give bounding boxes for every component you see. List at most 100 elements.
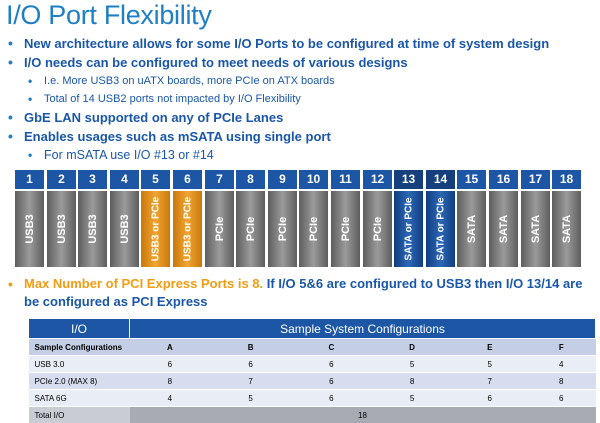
row-label: PCIe 2.0 (MAX 8) (29, 373, 130, 390)
port-label: PCIe (245, 217, 257, 241)
cell: 6 (291, 356, 372, 373)
cell: 6 (527, 390, 595, 407)
port-label: PCIe (277, 217, 289, 241)
table-header-row: I/O Sample System Configurations (29, 319, 596, 339)
bullet-text: GbE LAN supported on any of PCIe Lanes (24, 110, 283, 125)
config-name: D (372, 339, 453, 356)
cell: 4 (527, 356, 595, 373)
port-number: 1 (15, 170, 44, 189)
io-port-5: 5 USB3 or PCIe (141, 170, 170, 267)
port-number: 14 (426, 170, 455, 189)
port-label: PCIe (214, 217, 226, 241)
cell: 5 (372, 356, 453, 373)
row-label: USB 3.0 (29, 356, 130, 373)
port-label: USB3 (56, 214, 68, 243)
port-label: USB3 or PCIe (182, 197, 193, 261)
port-number: 9 (268, 170, 297, 189)
port-label: PCIe (372, 217, 384, 241)
port-label: PCIe (308, 217, 320, 241)
port-number: 5 (141, 170, 170, 189)
table-row-usb3: USB 3.0 6 6 6 5 5 4 (29, 356, 596, 373)
bullet-dot: • (28, 72, 32, 90)
port-label: USB3 (119, 214, 131, 243)
io-port-9: 9 PCIe (268, 170, 297, 267)
port-body: SATA (489, 191, 518, 267)
io-port-14: 14 SATA or PCIe (426, 170, 455, 267)
cell: 8 (130, 373, 211, 390)
port-body: USB3 (15, 191, 44, 267)
bullet-dot: • (8, 127, 13, 146)
bullet-io-needs: • I/O needs can be configured to meet nee… (4, 53, 600, 72)
port-body: PCIe (331, 191, 360, 267)
bullet-text: New architecture allows for some I/O Por… (24, 36, 549, 51)
bullet-list: • New architecture allows for some I/O Po… (4, 34, 600, 165)
note-orange-text: Max Number of PCI Express Ports is 8. (24, 276, 263, 291)
io-port-6: 6 USB3 or PCIe (173, 170, 202, 267)
port-label: SATA or PCIe (403, 197, 414, 260)
port-label: PCIe (340, 217, 352, 241)
cell: 7 (210, 373, 291, 390)
config-name: B (210, 339, 291, 356)
bullet-text: I/O needs can be configured to meet need… (24, 55, 408, 70)
port-body: PCIe (236, 191, 265, 267)
bullet-dot: • (8, 108, 13, 127)
port-number: 4 (110, 170, 139, 189)
port-body: USB3 (78, 191, 107, 267)
header-sample-configs: Sample System Configurations (130, 319, 596, 339)
port-body: SATA or PCIe (394, 191, 423, 267)
row-label: SATA 6G (29, 390, 130, 407)
port-number: 6 (173, 170, 202, 189)
port-body: USB3 (47, 191, 76, 267)
subbullet-usb2-total: •Total of 14 USB2 ports not impacted by … (4, 90, 600, 108)
cell: 6 (291, 373, 372, 390)
header-io: I/O (29, 319, 130, 339)
port-label: SATA (498, 215, 510, 243)
port-body: PCIe (268, 191, 297, 267)
cell: 5 (452, 356, 527, 373)
table-row-pcie: PCIe 2.0 (MAX 8) 8 7 6 8 7 8 (29, 373, 596, 390)
port-body: SATA (521, 191, 550, 267)
port-label: SATA (466, 215, 478, 243)
bullet-dot: • (8, 34, 13, 53)
port-label: SATA (530, 215, 542, 243)
config-name: F (527, 339, 595, 356)
cell: 5 (210, 390, 291, 407)
bullet-text: I.e. More USB3 on uATX boards, more PCIe… (44, 75, 335, 87)
bullet-dot: • (8, 53, 13, 72)
bullet-gbe-lan: • GbE LAN supported on any of PCIe Lanes (4, 108, 600, 127)
config-name: A (130, 339, 211, 356)
port-label: SATA or PCIe (435, 197, 446, 260)
table-row-sata: SATA 6G 4 5 6 5 6 6 (29, 390, 596, 407)
port-label: USB3 (87, 214, 99, 243)
cell: 7 (452, 373, 527, 390)
note-blue-text: If I/O 5&6 are configured to USB3 then I… (267, 276, 583, 291)
pcie-limit-note: • Max Number of PCI Express Ports is 8. … (4, 275, 600, 311)
port-number: 12 (363, 170, 392, 189)
port-body: SATA (552, 191, 581, 267)
port-label: USB3 or PCIe (150, 197, 161, 261)
config-name: C (291, 339, 372, 356)
io-port-1: 1 USB3 (15, 170, 44, 267)
cell: 8 (372, 373, 453, 390)
port-number: 15 (457, 170, 486, 189)
port-body: USB3 (110, 191, 139, 267)
bullet-architecture: • New architecture allows for some I/O Po… (4, 34, 600, 53)
io-port-12: 12 PCIe (363, 170, 392, 267)
port-body: SATA or PCIe (426, 191, 455, 267)
sample-config-table: I/O Sample System Configurations Sample … (28, 318, 596, 423)
subbullet-msata-port: •For mSATA use I/O #13 or #14 (4, 146, 600, 165)
port-label: USB3 (24, 214, 36, 243)
io-port-15: 15 SATA (457, 170, 486, 267)
subheader-label: Sample Configurations (29, 339, 130, 356)
port-body: SATA (457, 191, 486, 267)
